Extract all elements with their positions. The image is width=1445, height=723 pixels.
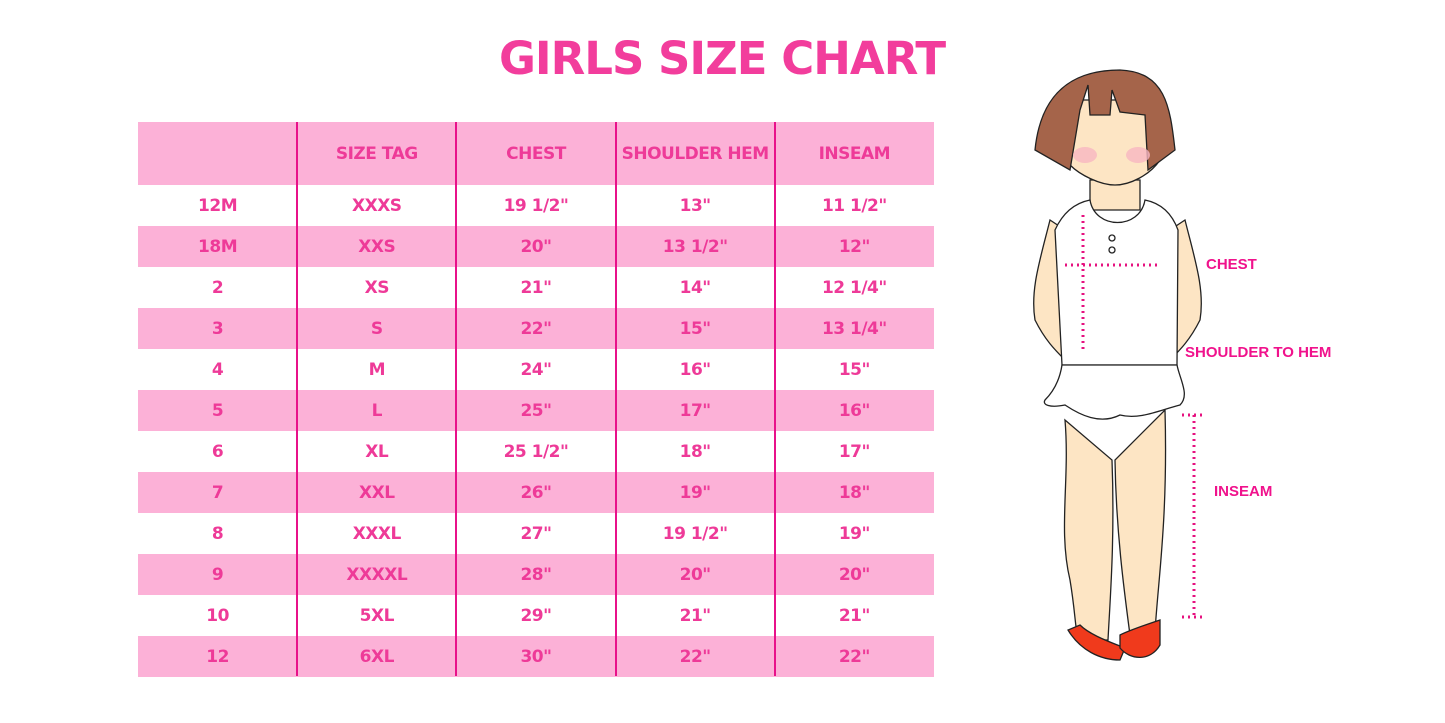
table-row: 8 XXXL 27" 19 1/2" 19": [138, 513, 934, 554]
table-row: 10 5XL 29" 21" 21": [138, 595, 934, 636]
table-cell: 30": [520, 646, 552, 667]
table-cell: 8: [211, 523, 224, 544]
table-cell: 4: [211, 359, 224, 380]
table-cell: 15": [679, 318, 712, 339]
table-cell: 19": [838, 523, 871, 544]
column-header: CHEST: [506, 143, 566, 164]
header-row: SIZE TAG CHEST SHOULDER HEM INSEAM: [138, 122, 934, 185]
table-row: 5 L 25" 17" 16": [138, 390, 934, 431]
table-row: 18M XXS 20" 13 1/2" 12": [138, 226, 934, 267]
table-cell: 12: [206, 646, 229, 667]
table-cell: 16": [679, 359, 712, 380]
column-divider: [455, 122, 458, 676]
table-cell: 17": [838, 441, 871, 462]
table-cell: 7: [211, 482, 224, 503]
column-header: SHOULDER HEM: [621, 143, 770, 164]
table-row: 12 6XL 30" 22" 22": [138, 636, 934, 677]
table-row: 7 XXL 26" 19" 18": [138, 472, 934, 513]
table-cell: 19 1/2": [503, 195, 569, 216]
table-row: 2 XS 21" 14" 12 1/4": [138, 267, 934, 308]
table-cell: 12": [838, 236, 871, 257]
table-cell: 5: [211, 400, 224, 421]
table-cell: XS: [364, 277, 390, 298]
table-cell: 11 1/2": [821, 195, 887, 216]
girl-illustration: CHEST SHOULDER TO HEM INSEAM: [1020, 60, 1380, 674]
table-cell: 20": [520, 236, 552, 257]
table-cell: XXXXL: [346, 564, 408, 585]
table-cell: 6XL: [359, 646, 395, 667]
table-cell: 19 1/2": [662, 523, 728, 544]
table-cell: 21": [838, 605, 871, 626]
table-cell: 5XL: [359, 605, 395, 626]
table-row: 9 XXXXL 28" 20" 20": [138, 554, 934, 595]
table-row: 6 XL 25 1/2" 18" 17": [138, 431, 934, 472]
table-cell: XXS: [358, 236, 396, 257]
table-cell: 27": [520, 523, 552, 544]
column-header: INSEAM: [818, 143, 891, 164]
table-cell: 6: [211, 441, 224, 462]
table-cell: XXL: [359, 482, 395, 503]
table-cell: 20": [838, 564, 871, 585]
column-header: [138, 122, 297, 185]
table-cell: XXXL: [352, 523, 402, 544]
table-cell: 18": [679, 441, 712, 462]
table-cell: 13 1/2": [662, 236, 728, 257]
table-cell: 22": [679, 646, 712, 667]
table-cell: 19": [679, 482, 712, 503]
table-cell: 25 1/2": [503, 441, 569, 462]
table-cell: 2: [211, 277, 224, 298]
table-cell: 26": [520, 482, 552, 503]
table-cell: S: [370, 318, 383, 339]
table-cell: 22": [838, 646, 871, 667]
table-cell: M: [368, 359, 386, 380]
table-cell: 9: [211, 564, 224, 585]
girl-figure-icon: [1033, 69, 1202, 661]
table-cell: 24": [520, 359, 552, 380]
table-cell: 16": [838, 400, 871, 421]
table-cell: 12M: [198, 195, 238, 216]
table-cell: L: [371, 400, 383, 421]
column-divider: [296, 122, 299, 676]
table-cell: 21": [679, 605, 712, 626]
table-row: 12M XXXS 19 1/2" 13" 11 1/2": [138, 185, 934, 226]
table-cell: 21": [520, 277, 552, 298]
table-cell: 18M: [198, 236, 238, 257]
table-cell: 20": [679, 564, 712, 585]
table-cell: 18": [838, 482, 871, 503]
page-title: GIRLS SIZE CHART: [498, 32, 946, 85]
table-cell: 13 1/4": [821, 318, 887, 339]
inseam-label: INSEAM: [1214, 483, 1273, 500]
column-header: SIZE TAG: [335, 143, 418, 164]
table-cell: 22": [520, 318, 552, 339]
table-row: 3 S 22" 15" 13 1/4": [138, 308, 934, 349]
table-cell: 17": [679, 400, 712, 421]
column-divider: [614, 122, 617, 676]
table-cell: 12 1/4": [821, 277, 887, 298]
table-cell: XXXS: [351, 195, 402, 216]
size-table: SIZE TAG CHEST SHOULDER HEM INSEAM 12M XXXS 19…: [138, 122, 934, 677]
table-cell: 15": [838, 359, 871, 380]
table-cell: 29": [520, 605, 552, 626]
table-cell: 14": [679, 277, 712, 298]
table-cell: 3: [211, 318, 224, 339]
table-cell: 13": [679, 195, 712, 216]
table-cell: 10: [206, 605, 229, 626]
table-cell: XL: [365, 441, 389, 462]
table-row: 4 M 24" 16" 15": [138, 349, 934, 390]
shoulder-to-hem-label: SHOULDER TO HEM: [1185, 344, 1332, 361]
chest-label: CHEST: [1206, 256, 1257, 273]
table-cell: 25": [520, 400, 552, 421]
column-divider: [773, 122, 776, 676]
table-cell: 28": [520, 564, 552, 585]
